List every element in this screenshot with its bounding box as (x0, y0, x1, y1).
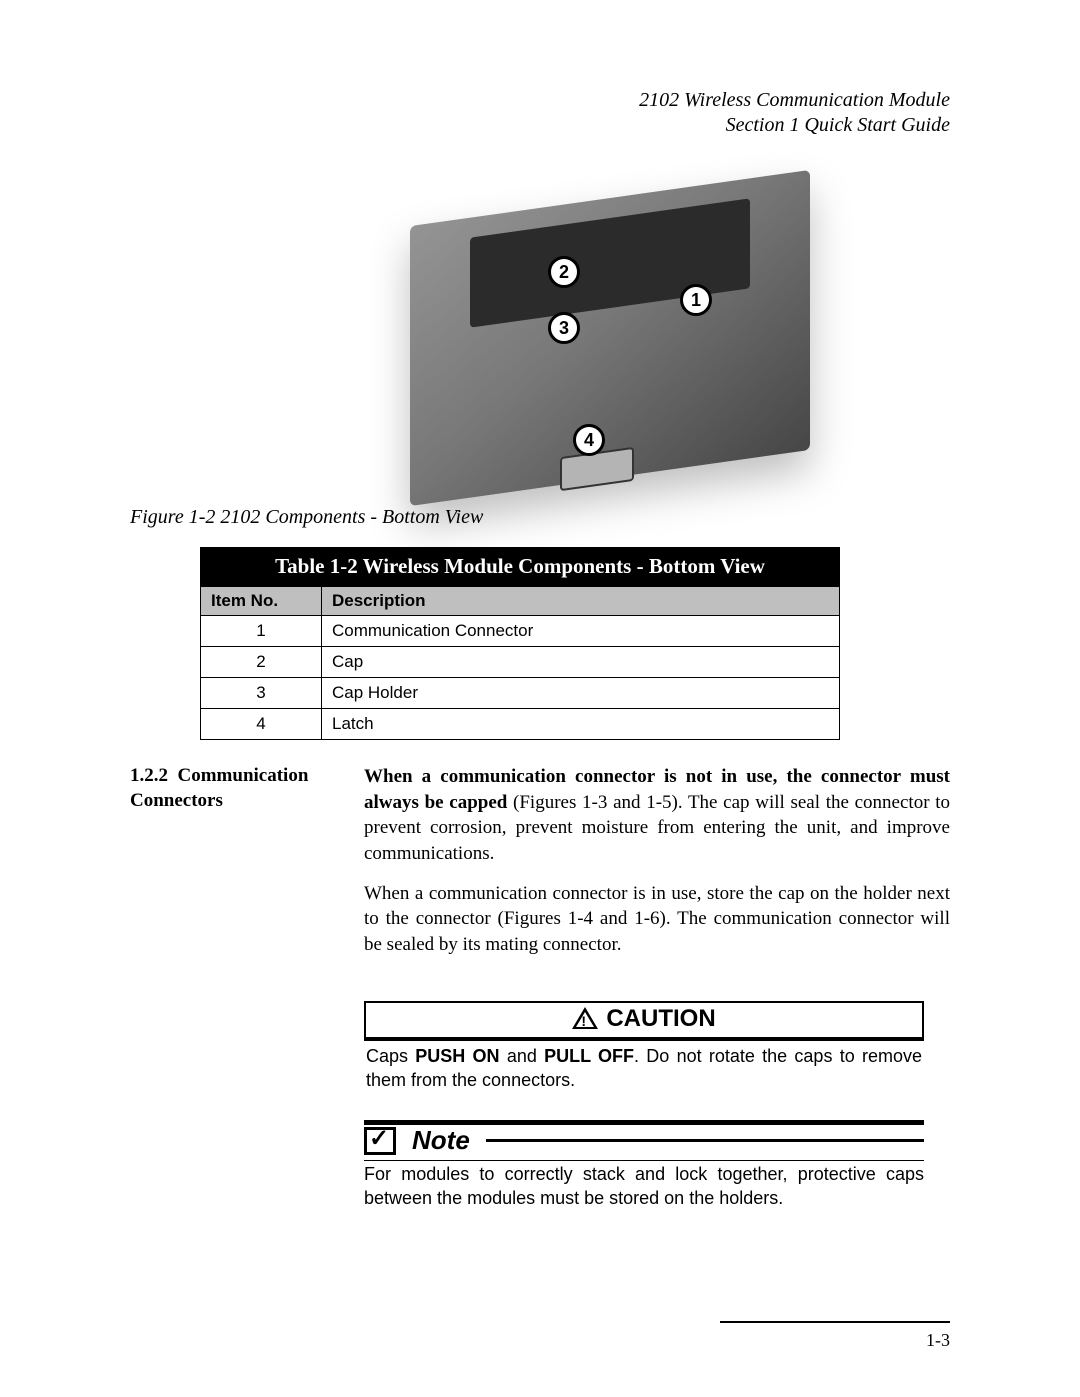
col-item-no: Item No. (201, 587, 322, 616)
checkbox-icon (364, 1127, 396, 1155)
caution-body: Caps PUSH ON and PULL OFF. Do not rotate… (364, 1041, 924, 1092)
header-line-1: 2102 Wireless Communication Module (130, 88, 950, 113)
section-heading: 1.2.2 Communication Connectors (130, 764, 342, 971)
table-row: 3 Cap Holder (201, 678, 840, 709)
section-paragraph-1: When a communication connector is not in… (364, 764, 950, 867)
figure-image: 1 2 3 4 (130, 168, 950, 498)
running-header: 2102 Wireless Communication Module Secti… (130, 88, 950, 138)
note-title-line (486, 1139, 924, 1142)
note-title-row: Note (364, 1125, 924, 1158)
page: 2102 Wireless Communication Module Secti… (0, 0, 1080, 1397)
page-number: 1-3 (926, 1330, 950, 1351)
table-row: 2 Cap (201, 647, 840, 678)
section-body: When a communication connector is not in… (364, 764, 950, 971)
footer-rule (720, 1321, 950, 1323)
col-description: Description (322, 587, 840, 616)
section-paragraph-2: When a communication connector is in use… (364, 881, 950, 958)
table-row: 4 Latch (201, 709, 840, 740)
note-box: Note For modules to correctly stack and … (364, 1120, 924, 1210)
table-header-row: Item No. Description (201, 587, 840, 616)
table-caption: Table 1-2 Wireless Module Components - B… (200, 547, 840, 586)
note-body: For modules to correctly stack and lock … (364, 1161, 924, 1210)
note-title: Note (406, 1125, 476, 1156)
callout-2: 2 (548, 256, 580, 288)
caution-icon: ! (572, 1007, 598, 1029)
callout-1: 1 (680, 284, 712, 316)
figure-caption: Figure 1-2 2102 Components - Bottom View (130, 506, 950, 529)
header-line-2: Section 1 Quick Start Guide (130, 113, 950, 138)
caution-title: ! CAUTION (376, 1005, 912, 1033)
caution-title-row: ! CAUTION (364, 1001, 924, 1037)
caution-box: ! CAUTION Caps PUSH ON and PULL OFF. Do … (364, 1001, 924, 1092)
section-communication-connectors: 1.2.2 Communication Connectors When a co… (130, 764, 950, 971)
callout-3: 3 (548, 312, 580, 344)
table-row: 1 Communication Connector (201, 616, 840, 647)
components-table: Table 1-2 Wireless Module Components - B… (200, 547, 840, 740)
callout-4: 4 (573, 424, 605, 456)
